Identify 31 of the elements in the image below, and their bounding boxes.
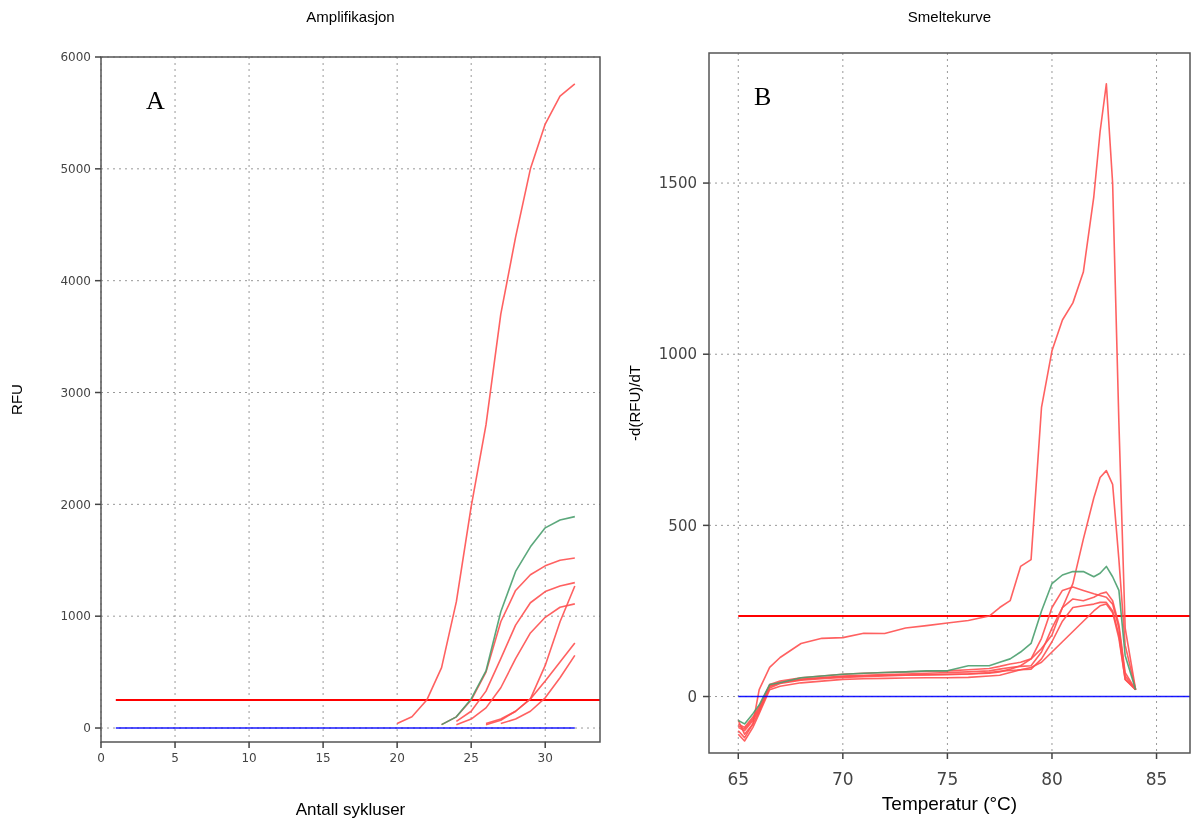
- y-tick-label: 500: [668, 516, 697, 535]
- y-tick-label: 4000: [60, 273, 91, 288]
- annotation: A: [146, 86, 165, 115]
- x-tick-label: 85: [1145, 769, 1168, 789]
- y-tick-label: 1000: [60, 609, 91, 624]
- y-tick-label: 6000: [60, 50, 91, 65]
- x-tick-label: 25: [463, 751, 479, 765]
- x-tick-label: 20: [389, 751, 405, 765]
- x-tick-label: 80: [1041, 769, 1063, 789]
- y-tick-label: 5000: [60, 162, 91, 177]
- x-tick-label: 10: [241, 751, 257, 765]
- chart-title: Smeltekurve: [907, 8, 992, 25]
- y-tick-label: 0: [687, 687, 697, 706]
- y-tick-label: 1000: [658, 345, 697, 364]
- y-axis-title: -d(RFU)/dT: [626, 365, 643, 441]
- x-axis-title: Temperatur (°C): [881, 793, 1018, 814]
- y-tick-label: 0: [83, 721, 91, 736]
- x-axis-title: Antall sykluser: [295, 800, 406, 819]
- x-tick-label: 30: [537, 751, 553, 765]
- x-tick-label: 65: [727, 769, 750, 789]
- x-tick-label: 5: [171, 751, 179, 765]
- y-tick-label: 1500: [658, 174, 697, 193]
- annotation: B: [754, 82, 772, 111]
- x-tick-label: 75: [936, 769, 959, 789]
- x-tick-label: 70: [832, 769, 854, 789]
- y-axis-title: RFU: [8, 384, 25, 415]
- x-tick-label: 0: [97, 751, 105, 765]
- y-tick-label: 2000: [60, 497, 91, 512]
- y-tick-label: 3000: [60, 385, 91, 400]
- chart-title: Amplifikasjon: [306, 8, 395, 25]
- x-tick-label: 15: [315, 751, 331, 765]
